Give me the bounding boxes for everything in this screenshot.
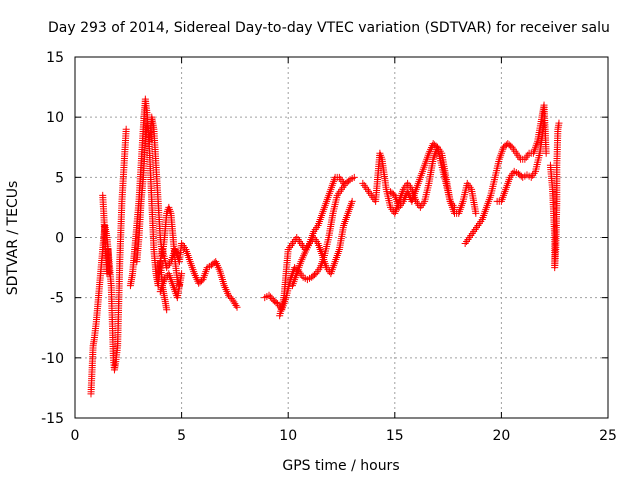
y-tick-label: 15 xyxy=(46,50,64,66)
series-t12 xyxy=(493,119,548,205)
data-point xyxy=(266,293,274,301)
y-tick-label: 5 xyxy=(55,170,64,186)
y-tick-label: -10 xyxy=(41,351,64,367)
data-point xyxy=(345,177,353,185)
series-t13 xyxy=(546,119,563,272)
data-point xyxy=(230,298,238,306)
data-point xyxy=(472,209,480,217)
data-point xyxy=(350,173,358,181)
data-point xyxy=(226,293,234,301)
data-point xyxy=(450,203,458,211)
x-tick-label: 0 xyxy=(71,428,80,444)
x-tick-label: 5 xyxy=(177,428,186,444)
series-t1b xyxy=(99,191,113,278)
x-tick-label: 25 xyxy=(599,428,617,444)
data-point xyxy=(310,271,318,279)
data-point xyxy=(178,270,186,278)
data-point xyxy=(163,306,171,314)
series-t9 xyxy=(359,143,480,217)
data-point xyxy=(231,300,239,308)
series-t5 xyxy=(156,270,186,302)
data-point xyxy=(229,296,237,304)
data-point xyxy=(507,142,515,150)
x-tick-label: 15 xyxy=(386,428,404,444)
series-t6 xyxy=(261,173,358,314)
x-axis-label: GPS time / hours xyxy=(282,458,399,474)
data-point xyxy=(340,179,348,187)
plot-frame xyxy=(74,56,609,419)
data-points xyxy=(87,95,563,398)
data-point xyxy=(122,125,130,133)
y-axis-label: SDTVAR / TECUs xyxy=(5,181,21,296)
data-point xyxy=(272,298,280,306)
y-tick-label: -5 xyxy=(50,291,64,307)
axes: 0 5 10 15 20 25 -15 -10 -5 0 5 10 15 xyxy=(41,50,617,444)
series-t8 xyxy=(288,197,356,290)
x-tick-label: 20 xyxy=(492,428,510,444)
data-point xyxy=(225,291,233,299)
series-t4 xyxy=(154,240,241,311)
data-point xyxy=(105,270,113,278)
data-point xyxy=(265,291,273,299)
data-point xyxy=(233,303,241,311)
data-point xyxy=(542,149,550,157)
chart-title: Day 293 of 2014, Sidereal Day-to-day VTE… xyxy=(48,20,610,36)
data-point xyxy=(555,119,563,127)
series-t7 xyxy=(276,173,348,320)
series-t3 xyxy=(133,113,183,290)
x-tick-label: 10 xyxy=(279,428,297,444)
data-point xyxy=(540,119,548,127)
y-tick-label: -15 xyxy=(41,411,64,427)
data-point xyxy=(232,301,240,309)
y-tick-label: 10 xyxy=(46,110,64,126)
series-t10 xyxy=(387,140,458,211)
data-point xyxy=(348,197,356,205)
y-tick-label: 0 xyxy=(55,231,64,247)
